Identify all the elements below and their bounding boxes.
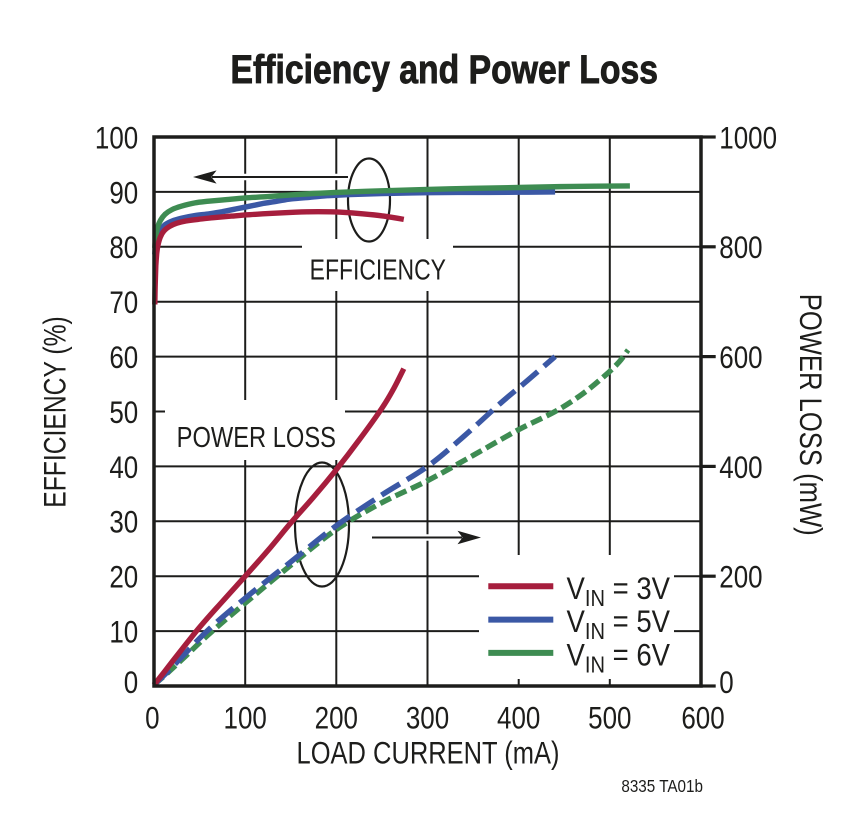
svg-text:0: 0 [719, 666, 733, 701]
svg-text:10: 10 [109, 615, 138, 650]
svg-text:80: 80 [109, 231, 138, 266]
svg-text:0: 0 [145, 701, 159, 736]
svg-text:EFFICIENCY (%): EFFICIENCY (%) [37, 316, 73, 507]
svg-text:POWER LOSS (mW): POWER LOSS (mW) [792, 294, 827, 536]
svg-text:400: 400 [497, 701, 540, 736]
svg-text:500: 500 [588, 701, 631, 736]
svg-text:20: 20 [109, 560, 138, 595]
svg-text:50: 50 [109, 396, 138, 431]
svg-text:300: 300 [406, 701, 449, 736]
svg-text:600: 600 [681, 701, 724, 736]
svg-text:100: 100 [224, 701, 267, 736]
svg-text:800: 800 [719, 231, 762, 266]
svg-text:Efficiency and Power Loss: Efficiency and Power Loss [231, 47, 658, 91]
svg-text:200: 200 [315, 701, 358, 736]
svg-text:0: 0 [124, 666, 138, 701]
svg-text:400: 400 [719, 451, 762, 486]
svg-text:90: 90 [109, 176, 138, 211]
svg-text:70: 70 [109, 286, 138, 321]
svg-text:LOAD CURRENT (mA): LOAD CURRENT (mA) [297, 736, 560, 771]
svg-text:600: 600 [719, 341, 762, 376]
svg-text:200: 200 [719, 560, 762, 595]
svg-text:VIN = 3V: VIN = 3V [567, 571, 671, 611]
svg-text:EFFICIENCY: EFFICIENCY [310, 253, 446, 286]
svg-text:60: 60 [109, 341, 138, 376]
svg-text:VIN = 6V: VIN = 6V [567, 638, 671, 678]
svg-text:POWER LOSS: POWER LOSS [177, 421, 336, 454]
svg-text:VIN = 5V: VIN = 5V [567, 605, 671, 645]
svg-text:1000: 1000 [719, 121, 777, 156]
svg-text:40: 40 [109, 451, 138, 486]
svg-text:30: 30 [109, 505, 138, 540]
svg-text:8335 TA01b: 8335 TA01b [621, 777, 703, 796]
svg-text:100: 100 [95, 121, 138, 156]
